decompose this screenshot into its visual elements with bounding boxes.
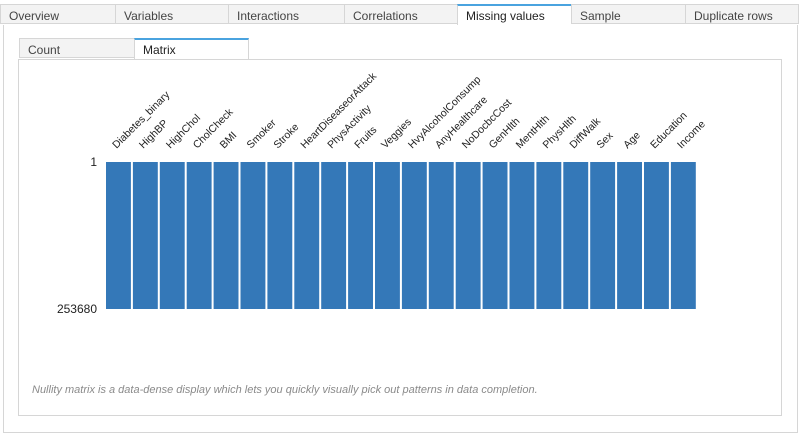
tab-variables[interactable]: Variables bbox=[115, 4, 228, 24]
matrix-column-stroke bbox=[267, 162, 293, 309]
matrix-column-nodocbccost bbox=[455, 162, 481, 309]
matrix-column-smoker bbox=[240, 162, 266, 309]
matrix-column-income bbox=[670, 162, 696, 309]
missing-values-subtabs: Count Matrix bbox=[19, 38, 249, 60]
matrix-column-bmi bbox=[213, 162, 239, 309]
matrix-column-menthlth bbox=[509, 162, 535, 309]
tab-sample[interactable]: Sample bbox=[571, 4, 685, 24]
matrix-column-highchol bbox=[159, 162, 185, 309]
matrix-column-highbp bbox=[132, 162, 158, 309]
matrix-column-diffwalk bbox=[563, 162, 589, 309]
matrix-column-sex bbox=[590, 162, 616, 309]
tab-overview[interactable]: Overview bbox=[0, 4, 115, 24]
matrix-caption: Nullity matrix is a data-dense display w… bbox=[32, 384, 538, 396]
row-label-first: 1 bbox=[90, 155, 97, 169]
matrix-column-genhlth bbox=[482, 162, 508, 309]
column-label: Age bbox=[621, 129, 643, 151]
tab-correlations[interactable]: Correlations bbox=[344, 4, 457, 24]
matrix-column-cholcheck bbox=[186, 162, 212, 309]
matrix-column-education bbox=[644, 162, 669, 309]
matrix-column-veggies bbox=[375, 162, 400, 309]
tab-missing-values[interactable]: Missing values bbox=[457, 4, 571, 26]
matrix-column-hvyalcoholconsump bbox=[401, 162, 427, 309]
matrix-column-physactivity bbox=[321, 162, 347, 309]
column-label: BMI bbox=[218, 129, 240, 151]
column-label: Sex bbox=[594, 129, 616, 151]
tab-duplicate-rows[interactable]: Duplicate rows bbox=[685, 4, 799, 24]
matrix-column-age bbox=[617, 162, 642, 309]
subtab-matrix[interactable]: Matrix bbox=[134, 38, 249, 60]
matrix-column-heartdiseaseorattack bbox=[294, 162, 320, 309]
matrix-column-diabetes_binary bbox=[106, 162, 131, 309]
matrix-column-fruits bbox=[348, 162, 373, 309]
row-label-last: 253680 bbox=[57, 302, 97, 316]
tab-interactions[interactable]: Interactions bbox=[228, 4, 344, 24]
matrix-column-anyhealthcare bbox=[428, 162, 454, 309]
matrix-column-physhlth bbox=[536, 162, 562, 309]
section-tabs: Overview Variables Interactions Correlation… bbox=[0, 4, 799, 26]
subtab-count[interactable]: Count bbox=[19, 38, 134, 58]
